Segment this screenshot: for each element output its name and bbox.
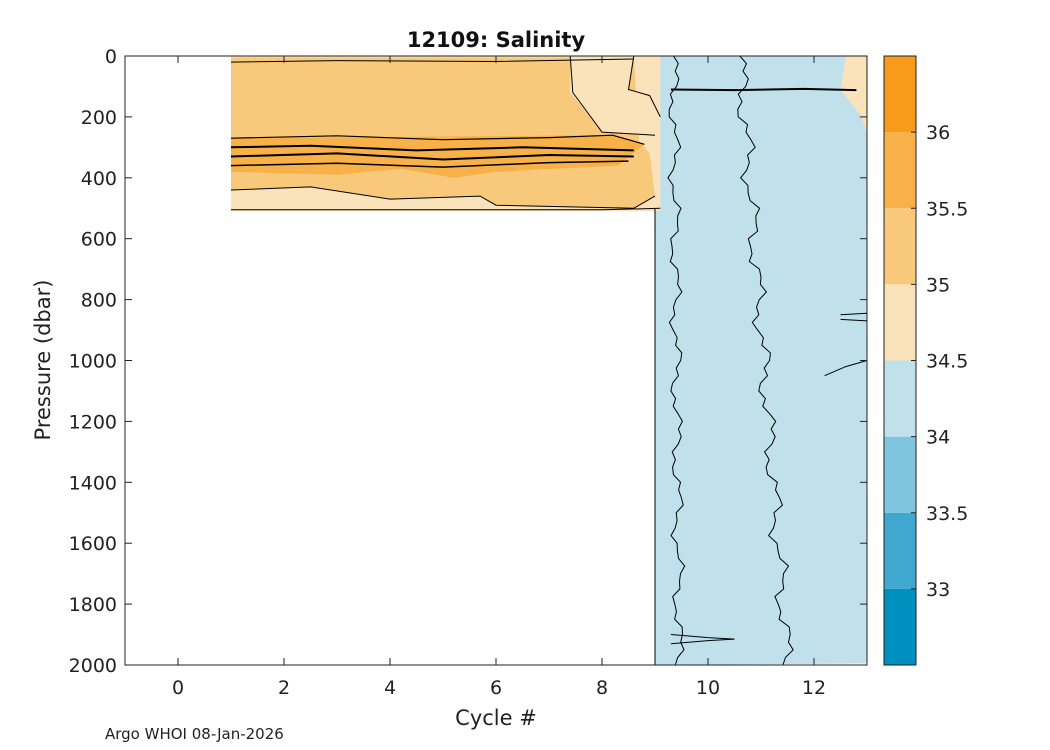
contour-line bbox=[230, 152, 634, 161]
x-tick-label: 8 bbox=[596, 677, 608, 699]
y-tick-label: 800 bbox=[81, 290, 117, 312]
y-tick-label: 1400 bbox=[69, 472, 117, 494]
y-axis-label: Pressure (dbar) bbox=[31, 280, 55, 441]
contour-line bbox=[569, 56, 656, 136]
x-tick-label: 4 bbox=[384, 677, 396, 699]
contour-line bbox=[230, 144, 634, 152]
deep-fresh-region bbox=[655, 56, 867, 665]
x-axis-label: Cycle # bbox=[455, 706, 537, 730]
x-tick-label: 10 bbox=[696, 677, 720, 699]
contour-line bbox=[824, 360, 867, 377]
colorbar-tick-label: 34 bbox=[926, 427, 950, 449]
contour-line bbox=[231, 207, 661, 211]
colorbar-tick-label: 33.5 bbox=[926, 503, 968, 525]
colorbar-swatch bbox=[884, 284, 916, 361]
colorbar-tick-label: 33 bbox=[926, 579, 950, 601]
y-tick-label: 200 bbox=[81, 107, 117, 129]
y-tick-label: 1600 bbox=[69, 533, 117, 555]
upper-cream-patch bbox=[570, 56, 661, 136]
y-tick-label: 1800 bbox=[69, 594, 117, 616]
colorbar-tick-label: 36 bbox=[926, 122, 950, 144]
x-tick-label: 2 bbox=[278, 677, 290, 699]
colorbar-swatch bbox=[884, 588, 916, 665]
footer-credit: Argo WHOI 08-Jan-2026 bbox=[105, 725, 284, 743]
contour-line bbox=[230, 186, 656, 209]
colorbar-swatch bbox=[884, 208, 916, 285]
colorbar-swatch bbox=[884, 360, 916, 437]
colorbar-tick-label: 35 bbox=[926, 274, 950, 296]
colorbar-swatch bbox=[884, 56, 916, 133]
plot-area bbox=[230, 56, 867, 665]
x-tick-label: 12 bbox=[802, 677, 826, 699]
y-tick-label: 1000 bbox=[69, 351, 117, 373]
y-tick-label: 0 bbox=[105, 46, 117, 68]
contour-line bbox=[737, 56, 794, 665]
colorbar-tick-label: 34.5 bbox=[926, 351, 968, 373]
axes-layer: 0 2 4 6 8 10 12 0 200 400 600 800 1000 1200 1400 1600 18… bbox=[69, 46, 868, 699]
colorbar: 33 33.5 34 34.5 35 35.5 36 bbox=[883, 55, 968, 666]
y-tick-label: 2000 bbox=[69, 655, 117, 677]
contour-line bbox=[627, 56, 661, 118]
contour-line bbox=[670, 634, 735, 645]
plot-layer bbox=[230, 56, 867, 665]
colorbar-swatch bbox=[884, 436, 916, 513]
y-tick-label: 600 bbox=[81, 229, 117, 251]
contour-line bbox=[840, 312, 867, 322]
contour-line bbox=[670, 87, 857, 92]
contour-line bbox=[230, 160, 629, 168]
chart-title: 12109: Salinity bbox=[407, 28, 586, 52]
contour-line bbox=[230, 134, 645, 145]
contour-line bbox=[667, 56, 686, 665]
colorbar-tick-label: 35.5 bbox=[926, 198, 968, 220]
x-tick-label: 0 bbox=[172, 677, 184, 699]
colorbar-swatch bbox=[884, 132, 916, 209]
colorbar-swatch bbox=[884, 512, 916, 589]
y-tick-label: 400 bbox=[81, 168, 117, 190]
y-tick-label: 1200 bbox=[69, 411, 117, 433]
right-cream-patch bbox=[840, 56, 867, 136]
x-tick-label: 6 bbox=[490, 677, 502, 699]
